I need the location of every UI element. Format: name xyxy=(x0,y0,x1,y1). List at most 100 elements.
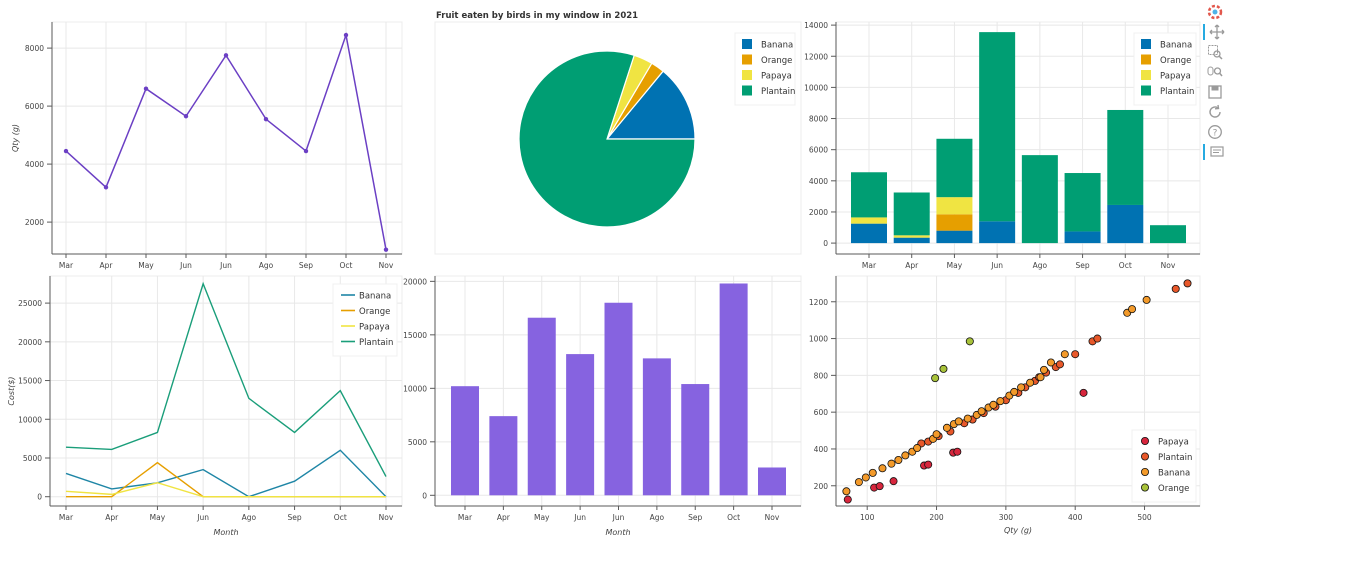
scatter-point-orange[interactable] xyxy=(965,337,974,346)
scatter-point-banana[interactable] xyxy=(861,473,870,482)
scatter-point-plantain[interactable] xyxy=(1055,360,1064,369)
scatter-point-banana[interactable] xyxy=(842,487,851,496)
bar-banana[interactable] xyxy=(1064,231,1101,244)
help-icon[interactable]: ? xyxy=(1207,124,1225,140)
bar-plantain[interactable] xyxy=(936,138,973,198)
scatter-point-banana[interactable] xyxy=(996,397,1005,406)
bar[interactable] xyxy=(604,302,633,496)
scatter-point-banana[interactable] xyxy=(977,407,986,416)
bar-banana[interactable] xyxy=(936,230,973,244)
box-zoom-icon[interactable] xyxy=(1207,44,1225,60)
scatter-point-papaya[interactable] xyxy=(953,447,962,456)
bar-plantain[interactable] xyxy=(851,172,887,218)
purple-bar-chart[interactable]: 0 5000 10000 15000 20000 Mar Apr May Jun Jun Ago Se… xyxy=(403,275,802,537)
bar[interactable] xyxy=(642,358,671,496)
scatter-point-banana[interactable] xyxy=(1060,350,1069,359)
series-line-banana[interactable] xyxy=(65,449,387,498)
bar[interactable] xyxy=(758,467,786,496)
legend-label[interactable]: Banana xyxy=(1158,469,1190,479)
pie-slice-plantain[interactable] xyxy=(518,50,696,228)
scatter-point-banana[interactable] xyxy=(942,423,951,432)
data-point[interactable] xyxy=(103,185,109,190)
data-point[interactable] xyxy=(343,32,349,38)
legend-label[interactable]: Orange xyxy=(1160,56,1191,66)
data-point[interactable] xyxy=(143,86,149,91)
bar[interactable] xyxy=(681,384,710,496)
bokeh-logo-icon[interactable] xyxy=(1207,4,1225,20)
pan-icon[interactable] xyxy=(1203,24,1227,40)
bar-plantain[interactable] xyxy=(1021,155,1058,244)
scatter-point-banana[interactable] xyxy=(913,444,922,453)
stacked-bar-chart[interactable]: 0 2000 4000 6000 8000 10000 12000 14000 Mar Apr Ma… xyxy=(804,21,1201,270)
data-point[interactable] xyxy=(383,247,389,252)
save-icon[interactable] xyxy=(1207,84,1225,100)
legend-label[interactable]: Plantain xyxy=(1158,453,1192,463)
reset-icon[interactable] xyxy=(1207,104,1225,120)
scatter-point-papaya[interactable] xyxy=(1079,388,1088,397)
legend-label[interactable]: Papaya xyxy=(359,323,390,333)
scatter-point-papaya[interactable] xyxy=(889,477,898,486)
bar-plantain[interactable] xyxy=(1064,173,1101,232)
data-point[interactable] xyxy=(63,148,69,154)
legend-label[interactable]: Papaya xyxy=(1160,72,1191,82)
bar-plantain[interactable] xyxy=(979,32,1016,222)
scatter-point-banana[interactable] xyxy=(1046,358,1055,367)
bar-banana[interactable] xyxy=(1107,204,1144,244)
qty-cost-scatter-chart[interactable]: 100 200 300 400 500 200 400 600 800 1000 1200 Qty (… xyxy=(809,275,1201,535)
bar[interactable] xyxy=(719,283,748,496)
scatter-point-banana[interactable] xyxy=(954,417,963,426)
scatter-point-papaya[interactable] xyxy=(924,460,933,469)
legend-label[interactable]: Plantain xyxy=(761,87,795,97)
scatter-point-banana[interactable] xyxy=(868,468,877,477)
bar-plantain[interactable] xyxy=(893,192,930,236)
bar[interactable] xyxy=(566,354,595,496)
bar-plantain[interactable] xyxy=(1107,109,1144,205)
hover-icon[interactable] xyxy=(1203,144,1227,160)
scatter-point-banana[interactable] xyxy=(1040,365,1049,374)
scatter-point-banana[interactable] xyxy=(932,430,941,439)
scatter-point-banana[interactable] xyxy=(1142,295,1151,304)
bar-papaya[interactable] xyxy=(893,235,930,238)
bar-banana[interactable] xyxy=(851,223,887,244)
data-point[interactable] xyxy=(263,116,269,122)
scatter-point-banana[interactable] xyxy=(894,455,903,464)
scatter-point-orange[interactable] xyxy=(939,364,948,373)
bar-banana[interactable] xyxy=(893,237,930,244)
scatter-point-plantain[interactable] xyxy=(1183,279,1192,288)
legend-label[interactable]: Papaya xyxy=(1158,438,1189,448)
scatter-point-banana[interactable] xyxy=(1017,383,1026,392)
fruit-pie-chart[interactable]: Fruit eaten by birds in my window in 202… xyxy=(434,11,802,255)
scatter-point-banana[interactable] xyxy=(989,400,998,409)
bar[interactable] xyxy=(527,317,556,496)
scatter-point-banana[interactable] xyxy=(887,459,896,468)
scatter-point-plantain[interactable] xyxy=(1071,350,1080,359)
data-point[interactable] xyxy=(303,148,309,154)
wheel-zoom-icon[interactable] xyxy=(1207,64,1225,80)
cost-line-chart[interactable]: 0 5000 10000 15000 20000 25000 Mar Apr May Jun Ago… xyxy=(7,275,403,537)
legend-label[interactable]: Orange xyxy=(1158,484,1189,494)
legend-label[interactable]: Orange xyxy=(359,307,390,317)
scatter-point-banana[interactable] xyxy=(1036,373,1045,382)
scatter-point-orange[interactable] xyxy=(931,374,940,383)
legend-label[interactable]: Plantain xyxy=(1160,87,1194,97)
scatter-point-banana[interactable] xyxy=(963,414,972,423)
scatter-point-banana[interactable] xyxy=(1010,387,1019,396)
pie-slice-banana[interactable] xyxy=(605,70,696,140)
bar-plantain[interactable] xyxy=(1150,225,1186,244)
legend-label[interactable]: Plantain xyxy=(359,338,393,348)
scatter-point-banana[interactable] xyxy=(901,451,910,460)
scatter-point-banana[interactable] xyxy=(1026,378,1035,387)
scatter-point-papaya[interactable] xyxy=(843,495,852,504)
scatter-point-plantain[interactable] xyxy=(1171,284,1180,293)
legend-label[interactable]: Banana xyxy=(761,41,793,51)
bar-orange[interactable] xyxy=(936,214,973,231)
qty-line-chart[interactable]: 2000 4000 6000 8000 Mar Apr May Jun Jun Ago Sep Oct… xyxy=(11,21,403,270)
scatter-point-plantain[interactable] xyxy=(1093,334,1102,343)
bar[interactable] xyxy=(451,386,479,496)
data-point[interactable] xyxy=(183,114,189,119)
bar-banana[interactable] xyxy=(979,221,1016,244)
bar-papaya[interactable] xyxy=(936,197,973,215)
legend-label[interactable]: Banana xyxy=(359,292,391,302)
series-line-plantain[interactable] xyxy=(65,281,387,477)
scatter-point-papaya[interactable] xyxy=(875,482,884,491)
